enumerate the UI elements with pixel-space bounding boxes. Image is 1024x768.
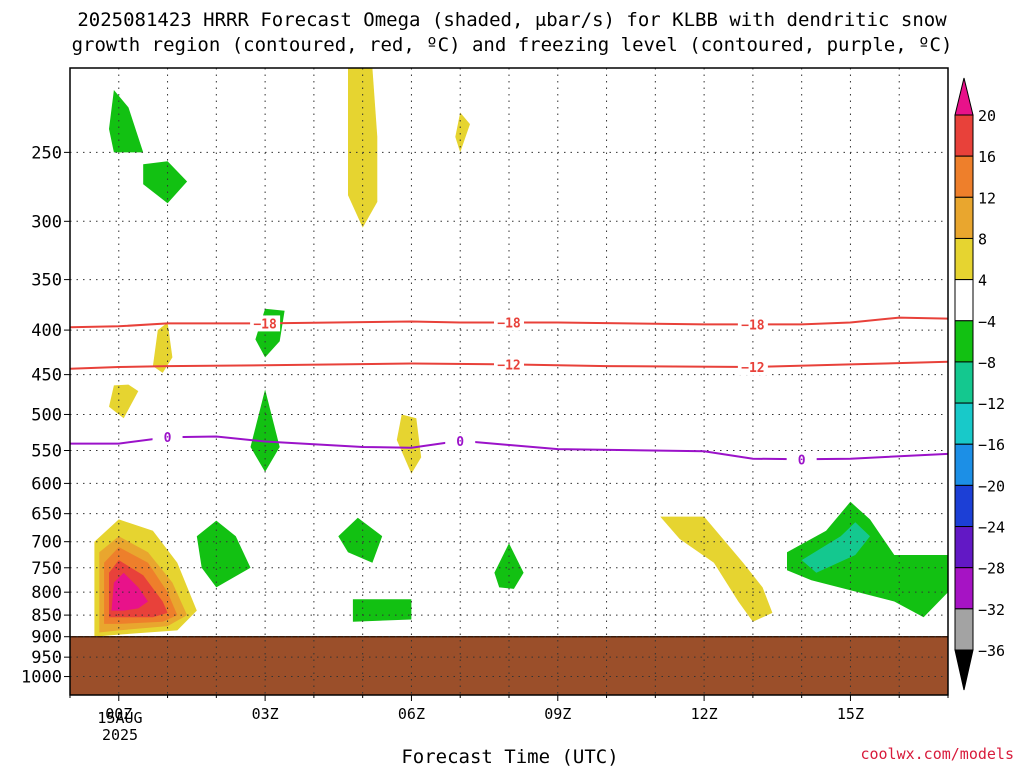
contour-label-bg-0-0 xyxy=(250,315,281,332)
date-label-day: 15AUG xyxy=(97,709,143,727)
omega-region-19 xyxy=(787,501,948,618)
colorbar: 20 16 12 8 4 −4 −8 −12 −16 −20 −24 −28 −32 −36 xyxy=(954,77,1005,691)
omega-region-16 xyxy=(396,414,422,474)
contour-label--12: −12 xyxy=(497,358,520,373)
colorbar-label-12: −32 xyxy=(978,601,1005,619)
contour-label--18: −18 xyxy=(741,318,765,333)
colorbar-bin-9 xyxy=(954,443,974,486)
colorbar-bottom-arrow xyxy=(954,649,974,691)
contour-label-bg-2-0 xyxy=(152,429,183,446)
omega-region-12 xyxy=(348,68,378,228)
y-tick-label-850: 850 xyxy=(31,606,62,626)
contour-label--18: −18 xyxy=(253,317,277,332)
x-tick-label-00Z: 00Z xyxy=(105,705,132,723)
colorbar-label-5: −4 xyxy=(978,313,996,331)
contour-label-0: 0 xyxy=(798,453,806,468)
y-tick-label-800: 800 xyxy=(31,583,62,603)
omega-region-14 xyxy=(338,517,383,563)
omega-region-5 xyxy=(109,90,144,153)
colorbar-bin-8 xyxy=(954,402,974,445)
omega-region-9 xyxy=(196,520,251,588)
colorbar-label-6: −8 xyxy=(978,354,996,372)
y-tick-label-700: 700 xyxy=(31,533,62,553)
contour-label-bg-2-2 xyxy=(786,451,817,468)
colorbar-label-3: 8 xyxy=(978,230,987,248)
omega-region-11 xyxy=(250,389,280,472)
omega-region-17 xyxy=(494,543,524,589)
plot-inner: −18 −18 −18 −12 −12 0 0 0 xyxy=(70,68,948,695)
y-tick-label-750: 750 xyxy=(31,559,62,579)
x-tick-label-15Z: 15Z xyxy=(837,705,864,723)
title-line-1: 2025081423 HRRR Forecast Omega (shaded, … xyxy=(77,9,947,31)
colorbar-label-13: −36 xyxy=(978,642,1005,660)
chart-title: 2025081423 HRRR Forecast Omega (shaded, … xyxy=(0,8,1024,58)
omega-region-18 xyxy=(660,516,773,622)
colorbar-bin-12 xyxy=(954,567,974,610)
colorbar-bin-7 xyxy=(954,361,974,404)
colorbar-bin-3 xyxy=(954,196,974,239)
colorbar-label-0: 20 xyxy=(978,107,996,125)
contour-label-0: 0 xyxy=(164,431,172,446)
y-tick-label-400: 400 xyxy=(31,321,62,341)
y-tick-label-300: 300 xyxy=(31,212,62,232)
y-tick-label-250: 250 xyxy=(31,143,62,163)
contour-label--18: −18 xyxy=(497,316,521,331)
terrain-fill xyxy=(70,636,948,695)
colorbar-label-9: −20 xyxy=(978,477,1005,495)
y-tick-label-450: 450 xyxy=(31,366,62,386)
y-tick-label-350: 350 xyxy=(31,271,62,291)
colorbar-label-1: 16 xyxy=(978,148,996,166)
contour-label-bg-1-0 xyxy=(494,356,524,373)
x-tick-label-03Z: 03Z xyxy=(252,705,279,723)
contour-label-bg-0-2 xyxy=(737,316,768,333)
colorbar-bin-1 xyxy=(954,114,974,157)
contour-label-bg-0-1 xyxy=(494,314,524,331)
date-label-year: 2025 xyxy=(101,726,139,744)
y-tick-label-550: 550 xyxy=(31,442,62,462)
colorbar-label-8: −16 xyxy=(978,436,1005,454)
credit-link[interactable]: coolwx.com/models xyxy=(860,745,1014,763)
colorbar-bin-11 xyxy=(954,526,974,569)
colorbar-label-4: 4 xyxy=(978,272,987,290)
contour-line--12 xyxy=(70,360,948,370)
omega-region-20 xyxy=(801,522,870,573)
colorbar-label-2: 12 xyxy=(978,189,996,207)
omega-region-8 xyxy=(109,384,139,419)
omega-region-6 xyxy=(143,161,188,204)
y-tick-label-650: 650 xyxy=(31,505,62,525)
colorbar-bin-5 xyxy=(954,279,974,322)
contour-label-bg-1-1 xyxy=(737,358,768,375)
colorbar-label-7: −12 xyxy=(978,395,1005,413)
colorbar-bin-10 xyxy=(954,484,974,528)
title-line-2: growth region (contoured, red, ºC) and f… xyxy=(71,34,953,56)
y-tick-label-900: 900 xyxy=(31,628,62,648)
colorbar-bin-13 xyxy=(954,608,974,651)
y-tick-label-500: 500 xyxy=(31,405,62,425)
colorbar-top-arrow xyxy=(954,77,974,116)
y-tick-label-1000: 1000 xyxy=(21,668,62,688)
x-tick-label-12Z: 12Z xyxy=(691,705,718,723)
contour-label-0: 0 xyxy=(456,435,464,450)
contour-label-bg-2-1 xyxy=(445,432,476,449)
omega-region-15 xyxy=(352,599,412,622)
omega-region-13 xyxy=(455,112,470,153)
axes: 2503003504004505005506006507007508008509… xyxy=(21,67,949,723)
x-tick-label-09Z: 09Z xyxy=(544,705,571,723)
x-tick-label-06Z: 06Z xyxy=(398,705,425,723)
colorbar-label-11: −28 xyxy=(978,560,1005,578)
y-tick-label-950: 950 xyxy=(31,648,62,668)
colorbar-label-10: −24 xyxy=(978,519,1005,537)
x-axis-label: Forecast Time (UTC) xyxy=(401,746,619,768)
plot-area: −18 −18 −18 −12 −12 0 0 0 xyxy=(70,68,948,695)
y-tick-label-600: 600 xyxy=(31,474,62,494)
colorbar-bin-4 xyxy=(954,237,974,281)
colorbar-bin-6 xyxy=(954,320,974,363)
contour-label--12: −12 xyxy=(741,361,764,376)
colorbar-bin-2 xyxy=(954,155,974,198)
date-label: 15AUG 2025 xyxy=(80,710,160,744)
